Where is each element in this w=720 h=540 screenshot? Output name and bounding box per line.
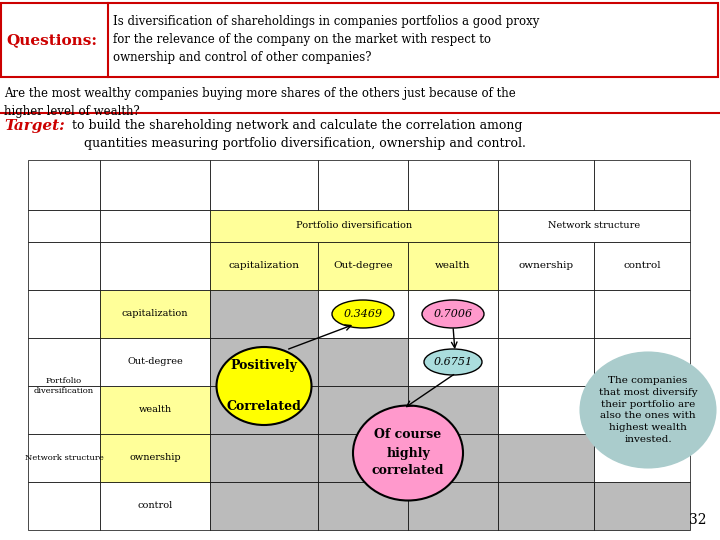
- Bar: [210, 210, 498, 242]
- Ellipse shape: [332, 300, 394, 328]
- Bar: [100, 434, 210, 482]
- Bar: [100, 386, 210, 434]
- Bar: [408, 338, 498, 386]
- Bar: [210, 160, 318, 210]
- Ellipse shape: [580, 353, 716, 468]
- Bar: [318, 242, 408, 290]
- Bar: [594, 160, 690, 210]
- Bar: [210, 434, 318, 482]
- Bar: [594, 290, 690, 338]
- Bar: [100, 338, 210, 386]
- Bar: [318, 482, 408, 530]
- Ellipse shape: [217, 347, 312, 425]
- Bar: [100, 210, 210, 242]
- Text: 32: 32: [688, 513, 706, 527]
- Bar: [28, 242, 100, 290]
- Bar: [594, 338, 690, 386]
- Bar: [28, 290, 100, 338]
- Bar: [498, 242, 594, 290]
- Bar: [210, 290, 318, 338]
- Text: Of course
highly
correlated: Of course highly correlated: [372, 429, 444, 477]
- Bar: [28, 482, 100, 530]
- Bar: [498, 482, 594, 530]
- Ellipse shape: [424, 349, 482, 375]
- Ellipse shape: [422, 300, 484, 328]
- Text: Are the most wealthy companies buying more shares of the others just because of : Are the most wealthy companies buying mo…: [4, 87, 516, 118]
- Text: ownership: ownership: [518, 261, 574, 271]
- Bar: [210, 242, 318, 290]
- Text: control: control: [624, 261, 661, 271]
- Text: Portfolio diversification: Portfolio diversification: [296, 221, 412, 231]
- Bar: [28, 160, 100, 210]
- Text: Network structure: Network structure: [24, 454, 104, 462]
- Text: ownership: ownership: [129, 454, 181, 462]
- Text: wealth: wealth: [436, 261, 471, 271]
- Bar: [28, 210, 100, 242]
- Ellipse shape: [353, 406, 463, 501]
- Bar: [498, 434, 594, 482]
- Bar: [210, 386, 318, 434]
- Text: The companies
that most diversify
their portfolio are
also the ones with
highest: The companies that most diversify their …: [599, 376, 697, 444]
- Bar: [594, 242, 690, 290]
- Bar: [408, 242, 498, 290]
- Text: to build the shareholding network and calculate the correlation among
    quanti: to build the shareholding network and ca…: [68, 119, 526, 150]
- Bar: [408, 290, 498, 338]
- Bar: [498, 210, 690, 242]
- Text: 0.7006: 0.7006: [433, 309, 472, 319]
- Text: Is diversification of shareholdings in companies portfolios a good proxy
for the: Is diversification of shareholdings in c…: [113, 16, 539, 64]
- Text: Questions:: Questions:: [6, 33, 97, 47]
- Bar: [318, 160, 408, 210]
- Bar: [28, 338, 100, 386]
- Text: Out-degree: Out-degree: [333, 261, 393, 271]
- Bar: [100, 290, 210, 338]
- Bar: [100, 482, 210, 530]
- Bar: [318, 386, 408, 434]
- Bar: [498, 386, 594, 434]
- Bar: [318, 290, 408, 338]
- Text: 0.3469: 0.3469: [343, 309, 382, 319]
- FancyBboxPatch shape: [1, 3, 718, 77]
- Text: Out-degree: Out-degree: [127, 357, 183, 367]
- Text: Network structure: Network structure: [548, 221, 640, 231]
- Bar: [408, 434, 498, 482]
- Text: capitalization: capitalization: [228, 261, 300, 271]
- Bar: [408, 160, 498, 210]
- Bar: [408, 386, 498, 434]
- Bar: [318, 338, 408, 386]
- Bar: [408, 482, 498, 530]
- Bar: [594, 434, 690, 482]
- Bar: [498, 290, 594, 338]
- Bar: [318, 434, 408, 482]
- Text: Portfolio
diversification: Portfolio diversification: [34, 377, 94, 395]
- Bar: [100, 160, 210, 210]
- Bar: [594, 386, 690, 434]
- Bar: [498, 338, 594, 386]
- Text: capitalization: capitalization: [122, 309, 188, 319]
- Bar: [498, 160, 594, 210]
- Text: control: control: [138, 502, 173, 510]
- Bar: [594, 482, 690, 530]
- Bar: [210, 338, 318, 386]
- Text: wealth: wealth: [138, 406, 171, 415]
- Text: 0.6751: 0.6751: [433, 357, 472, 367]
- Bar: [28, 434, 100, 482]
- Text: Positively

Correlated: Positively Correlated: [227, 359, 302, 414]
- Bar: [28, 386, 100, 434]
- Bar: [210, 482, 318, 530]
- Text: Target:: Target:: [4, 119, 65, 133]
- Bar: [100, 242, 210, 290]
